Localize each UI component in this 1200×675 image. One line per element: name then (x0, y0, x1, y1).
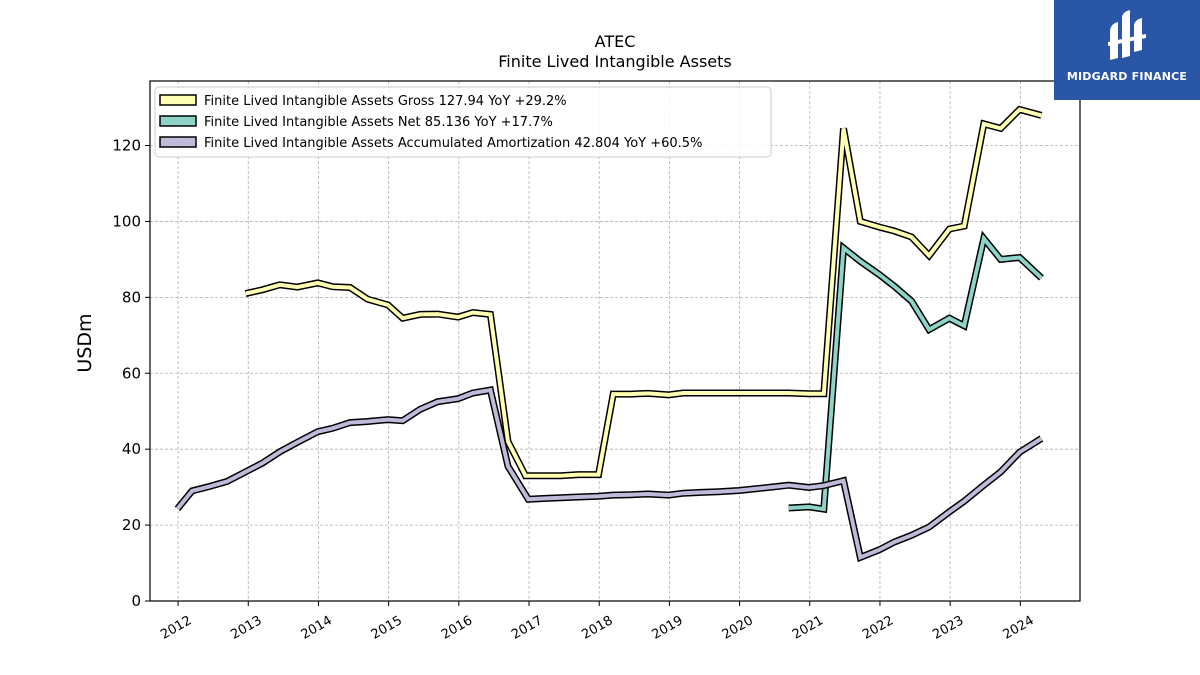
series-line-2 (175, 387, 1043, 561)
brand-logo: MIDGARD FINANCE (1054, 0, 1200, 100)
legend-box (154, 86, 772, 158)
series-line-0 (245, 107, 1042, 478)
y-axis-label: USDm (74, 313, 96, 372)
x-tick-label: 2021 (790, 613, 826, 643)
y-tick-label: 40 (122, 440, 141, 458)
brand-name: MIDGARD FINANCE (1066, 70, 1188, 83)
y-tick-label: 100 (112, 212, 141, 230)
y-tick-label: 120 (112, 137, 141, 155)
y-tick-label: 80 (122, 288, 141, 306)
x-tick-label: 2020 (720, 613, 756, 643)
midgard-logo-icon (1108, 10, 1146, 60)
legend-label-1: Finite Lived Intangible Assets Net 85.13… (204, 115, 553, 130)
series-line-1 (788, 234, 1043, 512)
legend-label-0: Finite Lived Intangible Assets Gross 127… (204, 94, 567, 109)
x-tick-label: 2012 (158, 613, 194, 643)
x-tick-label: 2019 (650, 613, 686, 643)
x-tick-label: 2014 (299, 613, 335, 643)
x-tick-label: 2022 (860, 613, 896, 643)
y-tick-label: 20 (122, 516, 141, 534)
x-tick-label: 2016 (439, 613, 475, 643)
chart-title: ATEC (595, 32, 636, 51)
x-tick-label: 2018 (579, 613, 615, 643)
y-tick-label: 0 (131, 592, 141, 610)
legend-swatch-2 (159, 136, 197, 148)
plot-frame (149, 80, 1081, 602)
y-tick-label: 60 (122, 364, 141, 382)
legend-label-2: Finite Lived Intangible Assets Accumulat… (204, 136, 702, 151)
x-tick-label: 2015 (369, 613, 405, 643)
x-tick-label: 2024 (1001, 613, 1037, 643)
chart-subtitle: Finite Lived Intangible Assets (498, 52, 731, 71)
legend-swatch-0 (159, 94, 197, 106)
x-tick-label: 2013 (228, 613, 264, 643)
x-tick-label: 2017 (509, 613, 545, 643)
x-tick-label: 2023 (930, 613, 966, 643)
legend: Finite Lived Intangible Assets Gross 127… (154, 86, 772, 158)
legend-swatch-1 (159, 115, 197, 127)
